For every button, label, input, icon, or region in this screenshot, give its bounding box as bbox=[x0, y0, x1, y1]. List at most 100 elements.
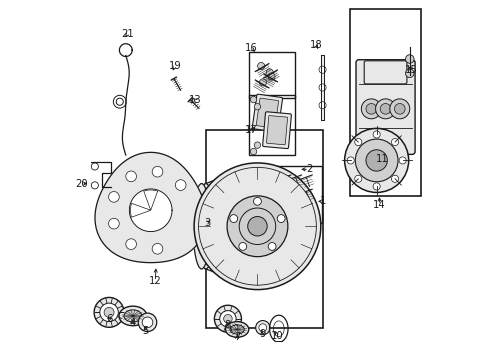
Text: 15: 15 bbox=[405, 65, 418, 75]
Wedge shape bbox=[144, 190, 158, 210]
Circle shape bbox=[194, 163, 321, 289]
Circle shape bbox=[250, 148, 257, 155]
Text: 21: 21 bbox=[121, 29, 134, 39]
Circle shape bbox=[126, 239, 137, 249]
Circle shape bbox=[109, 192, 119, 202]
Text: 17: 17 bbox=[245, 125, 258, 135]
Circle shape bbox=[399, 157, 406, 164]
Circle shape bbox=[259, 79, 267, 86]
Bar bbox=[273, 166, 321, 223]
Polygon shape bbox=[129, 189, 172, 231]
Circle shape bbox=[259, 324, 267, 332]
Wedge shape bbox=[130, 203, 151, 217]
Circle shape bbox=[394, 103, 405, 114]
Circle shape bbox=[220, 311, 236, 327]
Ellipse shape bbox=[230, 325, 245, 334]
FancyBboxPatch shape bbox=[252, 94, 283, 132]
Text: 10: 10 bbox=[270, 331, 283, 341]
Circle shape bbox=[268, 243, 276, 250]
Circle shape bbox=[277, 215, 285, 222]
Circle shape bbox=[256, 320, 270, 335]
FancyBboxPatch shape bbox=[267, 116, 288, 145]
Text: 7: 7 bbox=[234, 332, 241, 342]
Bar bbox=[206, 130, 323, 328]
Circle shape bbox=[406, 55, 414, 63]
Circle shape bbox=[355, 139, 362, 145]
Circle shape bbox=[152, 166, 163, 177]
Circle shape bbox=[319, 66, 326, 73]
Circle shape bbox=[223, 315, 232, 323]
Polygon shape bbox=[95, 152, 206, 263]
Circle shape bbox=[376, 99, 395, 119]
Circle shape bbox=[355, 139, 398, 182]
FancyBboxPatch shape bbox=[356, 60, 415, 154]
Circle shape bbox=[152, 243, 163, 254]
Circle shape bbox=[230, 215, 238, 222]
Text: 12: 12 bbox=[149, 276, 162, 287]
Circle shape bbox=[347, 157, 354, 164]
Circle shape bbox=[392, 175, 398, 183]
Text: 2: 2 bbox=[306, 164, 312, 174]
Circle shape bbox=[254, 142, 261, 148]
Circle shape bbox=[227, 196, 288, 257]
Text: 11: 11 bbox=[376, 154, 389, 164]
Text: 8: 8 bbox=[224, 320, 230, 330]
FancyBboxPatch shape bbox=[256, 98, 279, 128]
Polygon shape bbox=[321, 55, 324, 120]
Text: 14: 14 bbox=[373, 200, 386, 210]
Ellipse shape bbox=[225, 321, 249, 337]
Bar bbox=[248, 95, 295, 155]
Circle shape bbox=[138, 313, 157, 332]
Circle shape bbox=[361, 99, 381, 119]
Circle shape bbox=[250, 96, 257, 103]
Ellipse shape bbox=[124, 310, 142, 322]
Text: 1: 1 bbox=[320, 196, 326, 206]
Bar bbox=[248, 52, 295, 98]
Circle shape bbox=[100, 303, 118, 321]
Circle shape bbox=[344, 129, 409, 193]
Circle shape bbox=[142, 317, 153, 328]
Text: 5: 5 bbox=[142, 326, 148, 336]
Circle shape bbox=[406, 69, 414, 77]
Circle shape bbox=[254, 103, 261, 110]
Circle shape bbox=[215, 305, 242, 332]
Circle shape bbox=[248, 216, 267, 236]
Text: 4: 4 bbox=[130, 318, 136, 328]
Circle shape bbox=[319, 102, 326, 109]
Circle shape bbox=[258, 62, 265, 69]
Circle shape bbox=[198, 167, 317, 285]
Circle shape bbox=[319, 84, 326, 91]
Circle shape bbox=[104, 307, 114, 318]
Circle shape bbox=[109, 218, 119, 229]
Text: 13: 13 bbox=[189, 95, 201, 105]
Ellipse shape bbox=[119, 306, 147, 326]
FancyBboxPatch shape bbox=[263, 112, 292, 149]
Circle shape bbox=[373, 183, 380, 190]
Circle shape bbox=[239, 208, 276, 244]
Text: 19: 19 bbox=[169, 61, 181, 71]
Circle shape bbox=[268, 73, 275, 80]
FancyBboxPatch shape bbox=[364, 61, 407, 84]
Circle shape bbox=[366, 103, 377, 114]
Circle shape bbox=[392, 139, 398, 145]
Circle shape bbox=[126, 171, 137, 182]
Text: 20: 20 bbox=[75, 179, 88, 189]
Circle shape bbox=[373, 131, 380, 138]
Text: 16: 16 bbox=[245, 43, 258, 53]
Circle shape bbox=[390, 99, 410, 119]
Circle shape bbox=[380, 103, 391, 114]
Ellipse shape bbox=[197, 184, 215, 269]
Text: 3: 3 bbox=[204, 218, 210, 228]
Circle shape bbox=[366, 150, 387, 171]
Circle shape bbox=[94, 297, 124, 327]
Text: 9: 9 bbox=[259, 329, 265, 339]
Circle shape bbox=[266, 69, 273, 76]
Bar bbox=[350, 9, 421, 196]
Ellipse shape bbox=[193, 184, 210, 269]
Text: 18: 18 bbox=[310, 40, 322, 50]
Circle shape bbox=[239, 243, 246, 250]
Text: 6: 6 bbox=[106, 315, 112, 324]
Circle shape bbox=[355, 175, 362, 183]
Circle shape bbox=[253, 197, 261, 205]
Circle shape bbox=[175, 180, 186, 190]
